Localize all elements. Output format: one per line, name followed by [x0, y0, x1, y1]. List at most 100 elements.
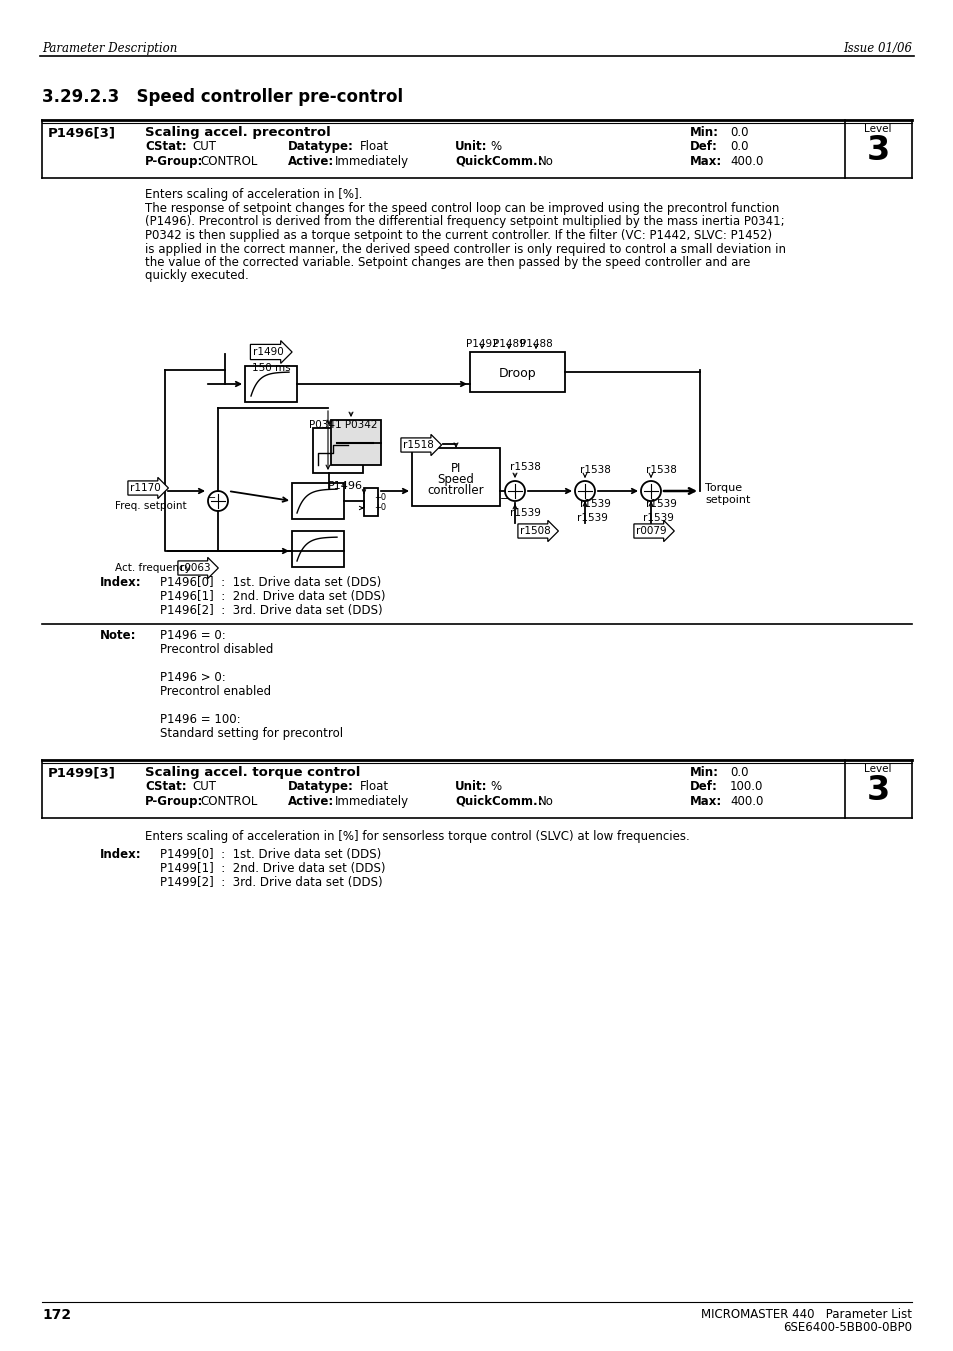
Text: Level: Level	[863, 124, 891, 134]
Text: P1499[3]: P1499[3]	[48, 766, 115, 780]
Text: P-Group:: P-Group:	[145, 155, 203, 168]
Text: Scaling accel. precontrol: Scaling accel. precontrol	[145, 126, 331, 139]
Text: Parameter Description: Parameter Description	[42, 42, 177, 55]
Text: CONTROL: CONTROL	[200, 794, 257, 808]
Text: P1496: P1496	[327, 481, 362, 490]
Bar	[245, 366, 296, 403]
Text: Def:: Def:	[689, 780, 717, 793]
Text: P1488: P1488	[519, 339, 552, 349]
Text: r1518: r1518	[402, 440, 434, 450]
Text: Enters scaling of acceleration in [%].: Enters scaling of acceleration in [%].	[145, 188, 362, 201]
Text: P0342 is then supplied as a torque setpoint to the current controller. If the fi: P0342 is then supplied as a torque setpo…	[145, 230, 771, 242]
Text: Standard setting for precontrol: Standard setting for precontrol	[160, 727, 343, 740]
Text: P1489: P1489	[492, 339, 525, 349]
Text: CUT: CUT	[192, 780, 215, 793]
Text: Min:: Min:	[689, 126, 719, 139]
Text: r0079: r0079	[636, 526, 666, 536]
Text: 100.0: 100.0	[729, 780, 762, 793]
Text: Def:: Def:	[689, 141, 717, 153]
Bar	[470, 353, 564, 392]
Text: −: −	[208, 493, 215, 503]
Text: r1538: r1538	[645, 465, 677, 476]
Text: No: No	[537, 794, 554, 808]
Text: r1539: r1539	[577, 513, 607, 523]
Text: Index:: Index:	[100, 576, 141, 589]
Text: Scaling accel. torque control: Scaling accel. torque control	[145, 766, 360, 780]
Text: the value of the corrected variable. Setpoint changes are then passed by the spe: the value of the corrected variable. Set…	[145, 255, 750, 269]
Text: r1170: r1170	[130, 484, 161, 493]
Text: P1499[2]  :  3rd. Drive data set (DDS): P1499[2] : 3rd. Drive data set (DDS)	[160, 875, 382, 889]
Text: P1492: P1492	[465, 339, 497, 349]
Text: r1539: r1539	[579, 499, 610, 509]
Text: CONTROL: CONTROL	[200, 155, 257, 168]
Text: r1538: r1538	[579, 465, 610, 476]
Text: 400.0: 400.0	[729, 155, 762, 168]
Text: Max:: Max:	[689, 794, 721, 808]
Text: Float: Float	[359, 141, 389, 153]
Text: P1496 = 0:: P1496 = 0:	[160, 630, 226, 642]
Text: No: No	[537, 155, 554, 168]
Text: P1496[3]: P1496[3]	[48, 126, 116, 139]
Text: CUT: CUT	[192, 141, 215, 153]
Text: P-Group:: P-Group:	[145, 794, 203, 808]
Text: QuickComm.:: QuickComm.:	[455, 794, 542, 808]
Bar	[292, 531, 344, 567]
Text: P1496[0]  :  1st. Drive data set (DDS): P1496[0] : 1st. Drive data set (DDS)	[160, 576, 381, 589]
Text: Act. frequency: Act. frequency	[115, 563, 191, 573]
Text: r1508: r1508	[519, 526, 550, 536]
Text: Issue 01/06: Issue 01/06	[842, 42, 911, 55]
Text: P0341 P0342: P0341 P0342	[309, 420, 377, 430]
Text: P1496[2]  :  3rd. Drive data set (DDS): P1496[2] : 3rd. Drive data set (DDS)	[160, 604, 382, 617]
Bar	[412, 449, 499, 507]
Text: +0: +0	[374, 504, 386, 512]
Text: 400.0: 400.0	[729, 794, 762, 808]
Text: r0063: r0063	[180, 563, 211, 573]
Text: Freq. setpoint: Freq. setpoint	[115, 501, 187, 511]
Text: 0.0: 0.0	[729, 126, 748, 139]
Text: MICROMASTER 440   Parameter List: MICROMASTER 440 Parameter List	[700, 1308, 911, 1321]
Text: %: %	[490, 780, 500, 793]
Text: Datatype:: Datatype:	[288, 141, 354, 153]
Text: The response of setpoint changes for the speed control loop can be improved usin: The response of setpoint changes for the…	[145, 203, 779, 215]
Text: P1496[1]  :  2nd. Drive data set (DDS): P1496[1] : 2nd. Drive data set (DDS)	[160, 590, 385, 603]
Text: is applied in the correct manner, the derived speed controller is only required : is applied in the correct manner, the de…	[145, 242, 785, 255]
Text: 3: 3	[865, 134, 889, 168]
Text: Active:: Active:	[288, 794, 334, 808]
Text: r1539: r1539	[645, 499, 677, 509]
Text: CStat:: CStat:	[145, 780, 187, 793]
Text: Precontrol enabled: Precontrol enabled	[160, 685, 271, 698]
Text: Active:: Active:	[288, 155, 334, 168]
Text: Level: Level	[863, 765, 891, 774]
Text: Speed: Speed	[437, 473, 474, 485]
Bar	[292, 484, 344, 519]
Text: r1539: r1539	[510, 508, 540, 517]
Text: controller: controller	[427, 484, 484, 497]
Text: Unit:: Unit:	[455, 141, 487, 153]
Text: setpoint: setpoint	[704, 494, 750, 505]
Text: Droop: Droop	[498, 366, 536, 380]
Text: Datatype:: Datatype:	[288, 780, 354, 793]
Text: 0.0: 0.0	[729, 141, 748, 153]
Text: −: −	[499, 494, 509, 504]
Text: +0: +0	[374, 493, 386, 501]
Text: r1539: r1539	[642, 513, 673, 523]
Text: 3.29.2.3   Speed controller pre-control: 3.29.2.3 Speed controller pre-control	[42, 88, 403, 105]
Text: Float: Float	[359, 780, 389, 793]
Text: quickly executed.: quickly executed.	[145, 269, 249, 282]
Text: Max:: Max:	[689, 155, 721, 168]
Text: P1499[1]  :  2nd. Drive data set (DDS): P1499[1] : 2nd. Drive data set (DDS)	[160, 862, 385, 875]
Text: Min:: Min:	[689, 766, 719, 780]
Text: CStat:: CStat:	[145, 141, 187, 153]
Text: (P1496). Precontrol is derived from the differential frequency setpoint multipli: (P1496). Precontrol is derived from the …	[145, 216, 783, 228]
Text: 3: 3	[865, 774, 889, 807]
Bar	[331, 420, 380, 465]
Text: Enters scaling of acceleration in [%] for sensorless torque control (SLVC) at lo: Enters scaling of acceleration in [%] fo…	[145, 830, 689, 843]
Text: %: %	[490, 141, 500, 153]
Text: 6SE6400-5BB00-0BP0: 6SE6400-5BB00-0BP0	[782, 1321, 911, 1333]
Text: Immediately: Immediately	[335, 155, 409, 168]
Text: r1490: r1490	[253, 347, 283, 357]
Text: QuickComm.:: QuickComm.:	[455, 155, 542, 168]
Text: 172: 172	[42, 1308, 71, 1323]
Text: 0.0: 0.0	[729, 766, 748, 780]
Text: r1538: r1538	[510, 462, 540, 471]
